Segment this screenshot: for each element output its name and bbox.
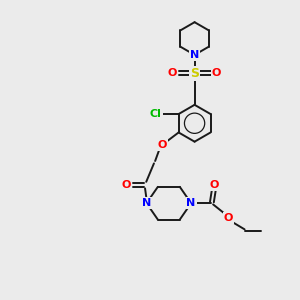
Text: O: O (209, 180, 218, 190)
Text: N: N (142, 198, 151, 208)
Text: N: N (190, 50, 199, 60)
Text: N: N (187, 198, 196, 208)
Text: O: O (212, 68, 221, 78)
Text: O: O (224, 213, 233, 223)
Text: O: O (122, 180, 131, 190)
Text: Cl: Cl (150, 109, 162, 119)
Text: O: O (158, 140, 167, 150)
Text: S: S (190, 67, 199, 80)
Text: O: O (168, 68, 177, 78)
